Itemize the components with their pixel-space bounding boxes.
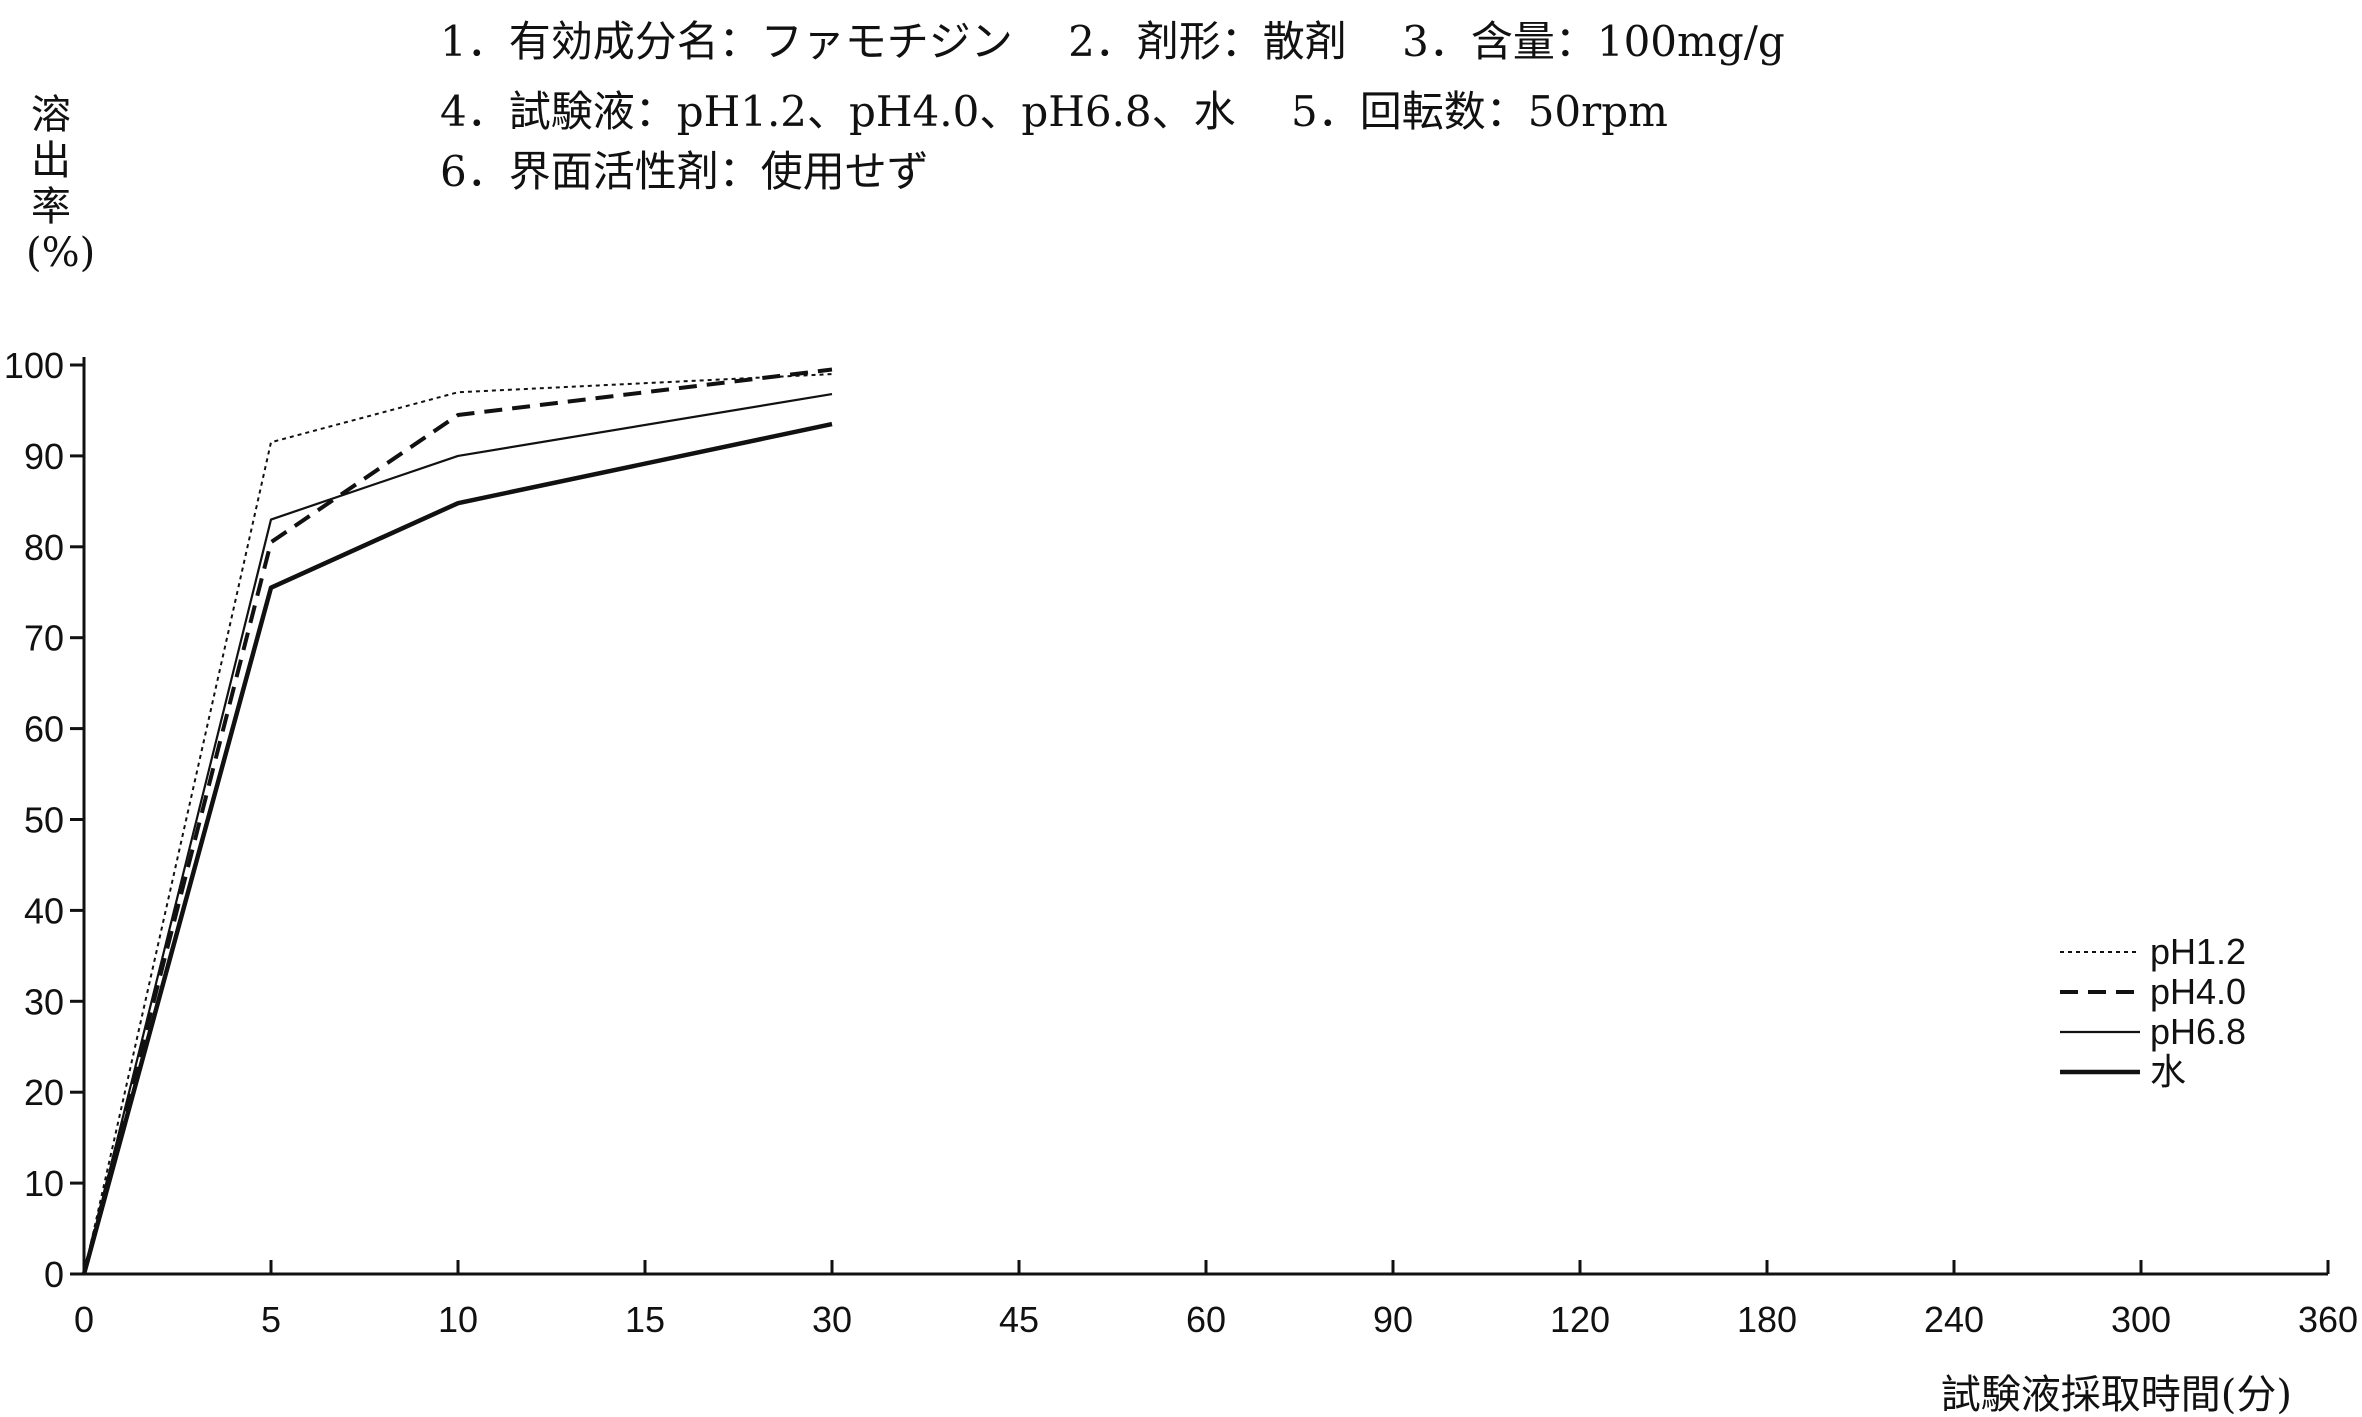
- series-line-0: [83, 373, 833, 1275]
- x-tick-label: 120: [1550, 1299, 1610, 1340]
- x-tick-label: 240: [1924, 1299, 1984, 1340]
- series-line-2: [82, 393, 833, 1275]
- header-line-1: 1．有効成分名：ファモチジン 2．剤形：散剤 3．含量：100mg/g: [440, 17, 1785, 66]
- series-layer: [81, 367, 833, 1275]
- x-tick-label: 180: [1737, 1299, 1797, 1340]
- y-tick-label: 70: [24, 618, 64, 659]
- x-tick-label: 360: [2298, 1299, 2358, 1340]
- legend-label-3: 水: [2150, 1051, 2186, 1092]
- x-tick-label: 0: [74, 1299, 94, 1340]
- y-tick-label: 100: [4, 345, 64, 386]
- x-axis-label: 試験液採取時間(分): [1941, 1372, 2292, 1417]
- x-tick-label: 60: [1186, 1299, 1226, 1340]
- header-line-2: 4．試験液：pH1.2、pH4.0、pH6.8、水 5．回転数：50rpm: [440, 87, 1668, 136]
- y-tick-label: 50: [24, 800, 64, 841]
- y-tick-label: 10: [24, 1163, 64, 1204]
- y-tick-label: 0: [44, 1254, 64, 1295]
- x-tick-label: 10: [438, 1299, 478, 1340]
- x-tick-label: 15: [625, 1299, 665, 1340]
- y-tick-label: 80: [24, 527, 64, 568]
- y-tick-label: 90: [24, 436, 64, 477]
- axes: 0 10 20 30 40 50 60 70 80 90 100 0 5 10 15 30 45 60 90 120 1…: [4, 345, 2358, 1340]
- y-tick-label: 40: [24, 890, 64, 931]
- x-tick-label: 30: [812, 1299, 852, 1340]
- y-tick-label: 60: [24, 709, 64, 750]
- legend-label-1: pH4.0: [2150, 971, 2246, 1012]
- x-tick-label: 90: [1373, 1299, 1413, 1340]
- y-tick-label: 30: [24, 981, 64, 1022]
- header-line-3: 6．界面活性剤：使用せず: [440, 147, 929, 196]
- y-tick-label: 20: [24, 1072, 64, 1113]
- x-tick-label: 45: [999, 1299, 1039, 1340]
- series-line-1: [82, 367, 833, 1275]
- x-tick-label: 5: [261, 1299, 281, 1340]
- legend-label-2: pH6.8: [2150, 1011, 2246, 1052]
- legend-label-0: pH1.2: [2150, 931, 2246, 972]
- series-line-3: [81, 421, 833, 1275]
- x-tick-label: 300: [2111, 1299, 2171, 1340]
